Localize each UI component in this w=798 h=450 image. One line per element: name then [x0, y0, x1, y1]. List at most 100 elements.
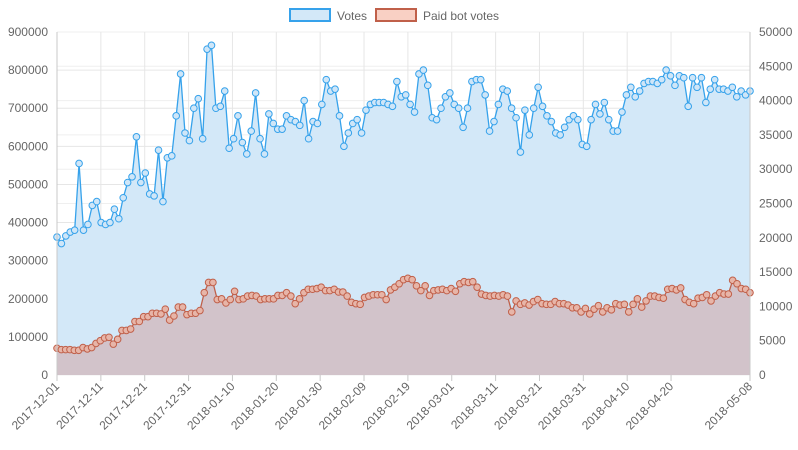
votes-point[interactable]	[225, 144, 233, 153]
votes-point[interactable]	[198, 134, 207, 143]
votes-point[interactable]	[512, 113, 520, 122]
paid-bot-votes-point[interactable]	[157, 310, 165, 318]
votes-point[interactable]	[238, 138, 247, 147]
votes-point[interactable]	[172, 112, 180, 120]
paid-bot-votes-point[interactable]	[230, 287, 239, 296]
votes-point[interactable]	[132, 133, 141, 141]
paid-bot-votes-point[interactable]	[135, 317, 144, 326]
votes-point[interactable]	[322, 75, 331, 84]
votes-point[interactable]	[137, 178, 145, 187]
paid-bot-votes-point[interactable]	[412, 282, 421, 290]
votes-point[interactable]	[631, 92, 640, 101]
votes-point[interactable]	[229, 134, 238, 143]
votes-point[interactable]	[335, 112, 344, 120]
votes-point[interactable]	[706, 85, 715, 93]
legend-item-votes[interactable]: Votes	[289, 8, 367, 23]
paid-bot-votes-point[interactable]	[507, 308, 516, 316]
votes-point[interactable]	[534, 83, 542, 92]
paid-bot-votes-point[interactable]	[295, 295, 304, 303]
paid-bot-votes-point[interactable]	[633, 295, 642, 303]
votes-point[interactable]	[388, 102, 397, 111]
votes-point[interactable]	[463, 104, 472, 113]
votes-point[interactable]	[666, 72, 675, 80]
votes-point[interactable]	[278, 125, 286, 133]
votes-point[interactable]	[507, 104, 516, 113]
votes-point[interactable]	[432, 115, 441, 124]
votes-point[interactable]	[613, 127, 622, 135]
votes-point[interactable]	[684, 102, 693, 111]
votes-point[interactable]	[234, 112, 242, 120]
votes-point[interactable]	[671, 81, 679, 90]
paid-bot-votes-point[interactable]	[170, 312, 178, 320]
votes-point[interactable]	[207, 41, 216, 50]
votes-point[interactable]	[618, 108, 626, 116]
votes-point[interactable]	[697, 73, 706, 82]
votes-point[interactable]	[119, 193, 128, 202]
paid-bot-votes-point[interactable]	[382, 295, 390, 304]
votes-point[interactable]	[269, 119, 278, 128]
votes-point[interactable]	[702, 98, 710, 107]
paid-bot-votes-point[interactable]	[425, 291, 434, 300]
votes-point[interactable]	[340, 142, 348, 151]
votes-point[interactable]	[251, 89, 260, 97]
votes-point[interactable]	[84, 220, 92, 229]
votes-point[interactable]	[423, 81, 432, 90]
votes-point[interactable]	[710, 75, 719, 84]
paid-bot-votes-point[interactable]	[105, 333, 113, 342]
votes-point[interactable]	[318, 100, 326, 109]
paid-bot-votes-point[interactable]	[581, 304, 590, 313]
votes-point[interactable]	[635, 87, 644, 95]
votes-point[interactable]	[547, 117, 556, 126]
votes-point[interactable]	[494, 100, 503, 109]
votes-point[interactable]	[604, 115, 613, 124]
paid-bot-votes-point[interactable]	[733, 279, 741, 288]
votes-point[interactable]	[459, 123, 467, 132]
votes-point[interactable]	[150, 192, 158, 200]
paid-bot-votes-point[interactable]	[451, 287, 460, 296]
votes-point[interactable]	[353, 115, 361, 124]
votes-point[interactable]	[159, 197, 167, 206]
paid-bot-votes-point[interactable]	[113, 335, 122, 344]
votes-point[interactable]	[446, 89, 454, 97]
paid-bot-votes-point[interactable]	[620, 300, 629, 309]
paid-bot-votes-point[interactable]	[642, 297, 650, 305]
votes-point[interactable]	[106, 218, 114, 227]
votes-point[interactable]	[437, 104, 445, 113]
votes-point[interactable]	[516, 148, 525, 156]
paid-bot-votes-point[interactable]	[287, 292, 295, 300]
votes-point[interactable]	[313, 119, 322, 128]
votes-point[interactable]	[70, 226, 79, 234]
votes-point[interactable]	[600, 98, 609, 107]
paid-bot-votes-point[interactable]	[473, 283, 481, 291]
votes-point[interactable]	[75, 159, 83, 168]
votes-point[interactable]	[260, 150, 269, 158]
votes-point[interactable]	[123, 178, 132, 187]
votes-point[interactable]	[344, 129, 353, 137]
paid-bot-votes-point[interactable]	[676, 284, 685, 292]
votes-point[interactable]	[529, 104, 538, 113]
votes-point[interactable]	[357, 129, 366, 137]
paid-bot-votes-point[interactable]	[702, 290, 711, 299]
votes-point[interactable]	[128, 173, 136, 181]
votes-point[interactable]	[574, 115, 582, 124]
votes-point[interactable]	[622, 91, 631, 99]
paid-bot-votes-point[interactable]	[343, 292, 351, 300]
votes-point[interactable]	[406, 100, 414, 109]
votes-point[interactable]	[57, 239, 66, 248]
votes-point[interactable]	[362, 106, 370, 114]
votes-point[interactable]	[732, 92, 741, 101]
votes-point[interactable]	[393, 77, 401, 86]
votes-point[interactable]	[410, 108, 419, 116]
votes-point[interactable]	[490, 117, 498, 126]
votes-point[interactable]	[256, 134, 264, 143]
votes-point[interactable]	[679, 73, 688, 82]
votes-point[interactable]	[556, 131, 565, 139]
paid-bot-votes-point[interactable]	[624, 308, 633, 316]
paid-bot-votes-point[interactable]	[126, 325, 135, 333]
votes-point[interactable]	[304, 134, 313, 143]
votes-point[interactable]	[454, 104, 463, 113]
paid-bot-votes-point[interactable]	[637, 303, 646, 311]
votes-point[interactable]	[728, 83, 737, 92]
votes-point[interactable]	[220, 87, 229, 95]
votes-point[interactable]	[190, 104, 198, 113]
